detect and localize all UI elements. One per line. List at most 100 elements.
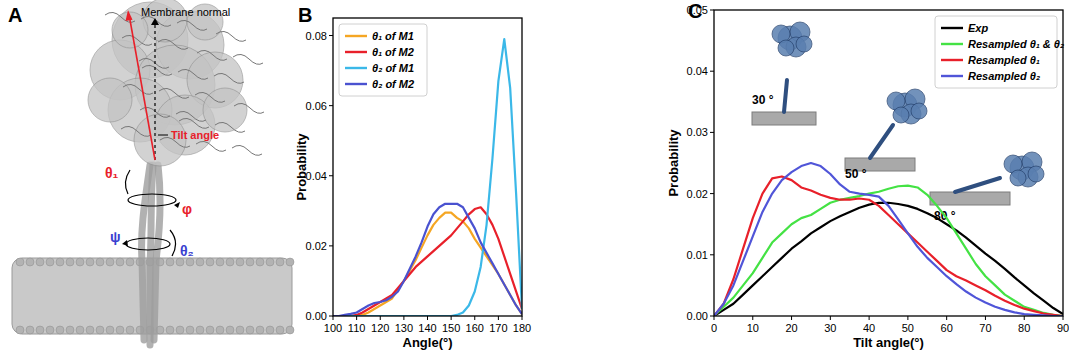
lipid-head bbox=[76, 258, 84, 266]
helix bbox=[178, 69, 208, 79]
arrow-head bbox=[174, 202, 180, 208]
helix bbox=[179, 118, 209, 128]
panel-a: AMembrane normalTilt angleθ₁φψθ₂ bbox=[8, 0, 294, 345]
protein-domain bbox=[88, 78, 132, 122]
y-tick-label: 0.04 bbox=[687, 65, 708, 77]
arrow-head bbox=[126, 10, 133, 21]
inset-membrane bbox=[930, 192, 1010, 205]
x-tick-label: 170 bbox=[489, 322, 507, 334]
legend-box bbox=[935, 16, 1057, 88]
helix bbox=[215, 122, 245, 132]
helix bbox=[123, 84, 153, 94]
x-tick-label: 100 bbox=[324, 322, 342, 334]
frame bbox=[714, 10, 1063, 316]
helix bbox=[121, 126, 151, 136]
y-tick-label: 0.05 bbox=[687, 4, 708, 16]
lipid-head bbox=[126, 258, 134, 266]
y-tick-label: 0.02 bbox=[687, 188, 708, 200]
lipid-head bbox=[116, 258, 124, 266]
helix bbox=[232, 145, 262, 155]
x-tick-label: 140 bbox=[418, 322, 436, 334]
lipid-head bbox=[166, 326, 174, 334]
lipid-head bbox=[46, 326, 54, 334]
legend-swatch bbox=[345, 67, 367, 69]
legend-swatch bbox=[941, 43, 963, 45]
lipid-head bbox=[286, 258, 294, 266]
lipid-head bbox=[66, 258, 74, 266]
helix bbox=[177, 20, 207, 30]
lipid-head bbox=[36, 258, 44, 266]
label: Membrane normal bbox=[141, 6, 230, 18]
lipid-head bbox=[276, 258, 284, 266]
helix bbox=[142, 65, 172, 75]
lipid-head bbox=[266, 326, 274, 334]
inset-protein bbox=[1010, 170, 1026, 186]
x-tick-label: 110 bbox=[348, 322, 366, 334]
lipid-head bbox=[256, 326, 264, 334]
protein-domain bbox=[203, 88, 247, 132]
lipid-head bbox=[56, 326, 64, 334]
lipid-head bbox=[166, 258, 174, 266]
lipid-head bbox=[236, 258, 244, 266]
helix bbox=[196, 141, 226, 151]
lipid-head bbox=[36, 326, 44, 334]
x-tick-label: 130 bbox=[395, 322, 413, 334]
x-tick-label: 70 bbox=[979, 322, 991, 334]
inset-protein bbox=[1028, 166, 1044, 182]
inset-stalk bbox=[870, 125, 893, 158]
lipid-head bbox=[186, 258, 194, 266]
x-tick-label: 160 bbox=[466, 322, 484, 334]
panel-C: C01020304050607080900.000.010.020.030.04… bbox=[666, 0, 1069, 350]
lipid-head bbox=[266, 258, 274, 266]
lipid-head bbox=[246, 326, 254, 334]
plot-area bbox=[714, 163, 1063, 316]
x-tick-label: 150 bbox=[442, 322, 460, 334]
series-line bbox=[714, 163, 1063, 316]
panel-label: B bbox=[298, 4, 312, 26]
legend-label: Resampled θ₁ & θ₂ bbox=[968, 38, 1064, 50]
helix bbox=[159, 88, 189, 98]
legend: θ₁ of M1θ₁ of M2θ₂ of M1θ₂ of M2 bbox=[339, 24, 427, 96]
frame bbox=[333, 18, 522, 316]
legend-label: Resampled θ₁ bbox=[968, 54, 1040, 66]
x-tick-label: 50 bbox=[902, 322, 914, 334]
legend-swatch bbox=[941, 59, 963, 61]
y-axis-label: Probability bbox=[294, 133, 309, 201]
label: θ₁ bbox=[105, 165, 119, 181]
lipid-head bbox=[106, 258, 114, 266]
legend-swatch bbox=[345, 35, 367, 37]
x-tick-label: 80 bbox=[1018, 322, 1030, 334]
helix bbox=[234, 103, 264, 113]
label: φ bbox=[182, 201, 192, 217]
lipid-head bbox=[116, 326, 124, 334]
legend-swatch bbox=[941, 27, 963, 29]
legend-label: θ₂ of M2 bbox=[372, 78, 414, 90]
series-line bbox=[333, 204, 522, 316]
x-tick-label: 120 bbox=[371, 322, 389, 334]
helix bbox=[158, 39, 188, 49]
lipid-head bbox=[176, 258, 184, 266]
bend bbox=[125, 170, 130, 194]
inset: 50 ° bbox=[845, 89, 927, 181]
lipid-head bbox=[46, 258, 54, 266]
label: θ₂ bbox=[180, 243, 194, 259]
rotation bbox=[126, 238, 170, 250]
inset-protein bbox=[796, 36, 812, 52]
x-tick-label: 20 bbox=[785, 322, 797, 334]
lipid-head bbox=[276, 326, 284, 334]
lipid-head bbox=[96, 258, 104, 266]
legend-swatch bbox=[345, 83, 367, 85]
panel-B: B1001101201301401501601701800.000.020.04… bbox=[294, 4, 531, 350]
lipid-head bbox=[86, 258, 94, 266]
inset-protein bbox=[911, 103, 927, 119]
x-tick-label: 0 bbox=[711, 322, 717, 334]
lipid-head bbox=[186, 326, 194, 334]
legend: ExpResampled θ₁ & θ₂Resampled θ₁Resample… bbox=[935, 16, 1064, 88]
lipid-head bbox=[126, 326, 134, 334]
rotation bbox=[128, 194, 176, 206]
lipid-head bbox=[16, 326, 24, 334]
y-tick-label: 0.00 bbox=[306, 310, 327, 322]
lipid-head bbox=[216, 258, 224, 266]
lipid-head bbox=[206, 258, 214, 266]
legend-swatch bbox=[941, 75, 963, 77]
